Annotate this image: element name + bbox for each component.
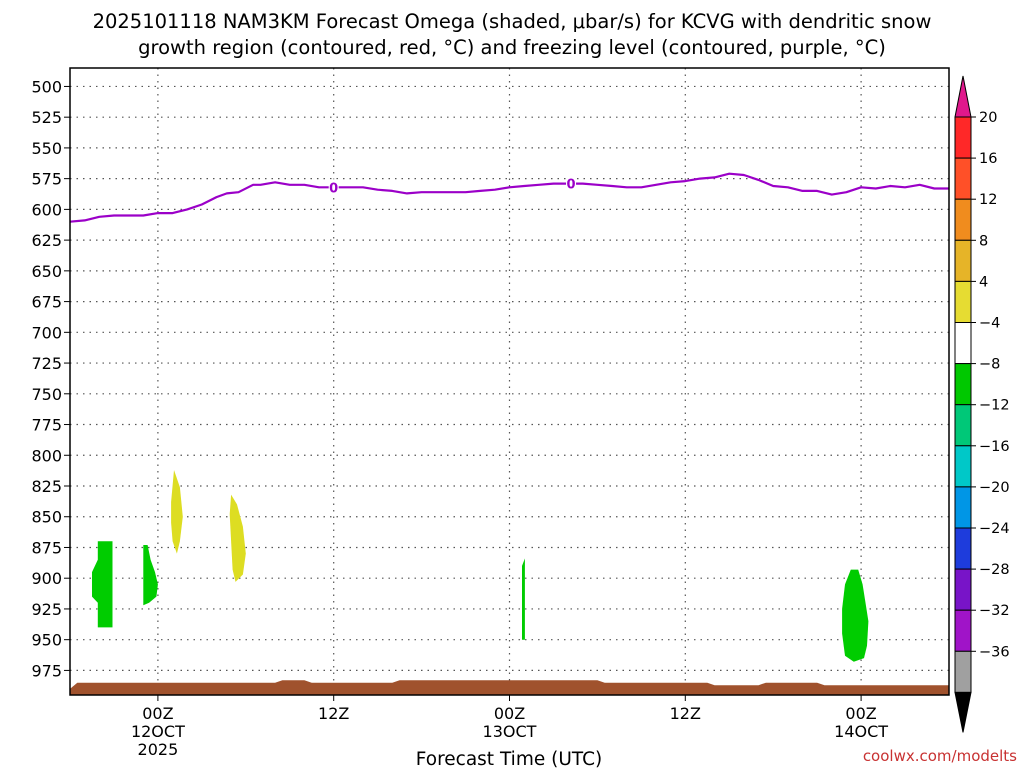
- x-axis-label: Forecast Time (UTC): [416, 749, 602, 768]
- yellow-blob-1: [171, 470, 183, 554]
- colorbar-top-triangle: [954, 75, 972, 118]
- colorbar-band: [954, 527, 972, 570]
- colorbar-label: 16: [979, 151, 997, 167]
- colorbar-label: 12: [979, 192, 997, 208]
- colorbar-band: [954, 239, 972, 282]
- omega-shading: [92, 470, 869, 662]
- colorbar-label: −16: [979, 439, 1010, 455]
- colorbar-label: −32: [979, 603, 1010, 619]
- credit-text: coolwx.com/modelts: [863, 747, 1017, 765]
- colorbar-band: [954, 322, 972, 365]
- terrain-fill: [70, 680, 949, 695]
- colorbar-label: 20: [979, 110, 997, 126]
- ground-layer: [70, 680, 949, 695]
- y-tick-label: 750: [31, 385, 62, 404]
- y-axis-ticks: 500 525 550 575 600 625 650 675 700 725 750 775 800 8…: [31, 77, 70, 680]
- y-tick-label: 725: [31, 354, 62, 373]
- colorbar-band: [954, 157, 972, 200]
- x-tick-date: 13OCT: [483, 722, 537, 741]
- freezing-level-label: 0: [329, 181, 338, 196]
- green-blob-1: [92, 541, 113, 628]
- colorbar-label: −20: [979, 480, 1010, 496]
- colorbar: 20 16 12 8 4 −4 −8 −12 −16 −20 −24 −28 −32 −36: [954, 75, 1010, 733]
- colorbar-bottom-triangle: [954, 691, 972, 733]
- y-tick-label: 600: [31, 200, 62, 219]
- y-tick-label: 650: [31, 262, 62, 281]
- gridlines: [70, 68, 949, 695]
- x-tick-label: 00Z: [494, 704, 525, 723]
- colorbar-band: [954, 363, 972, 406]
- colorbar-band: [954, 609, 972, 652]
- y-tick-label: 975: [31, 661, 62, 680]
- green-blob-3: [522, 558, 525, 640]
- colorbar-band: [954, 404, 972, 447]
- x-tick-label: 12Z: [318, 704, 349, 723]
- colorbar-band: [954, 116, 972, 159]
- y-tick-label: 800: [31, 446, 62, 465]
- freezing-level-line: [69, 172, 949, 223]
- x-tick-date: 12OCT: [131, 722, 185, 741]
- colorbar-label: 4: [979, 274, 988, 290]
- colorbar-label: −12: [979, 398, 1010, 414]
- yellow-blob-2: [229, 494, 246, 582]
- colorbar-band: [954, 568, 972, 611]
- chart-title-line1: 2025101118 NAM3KM Forecast Omega (shaded…: [93, 10, 932, 33]
- y-tick-label: 875: [31, 538, 62, 557]
- colorbar-label: −36: [979, 644, 1010, 660]
- y-tick-label: 575: [31, 170, 62, 189]
- y-tick-label: 825: [31, 477, 62, 496]
- x-tick-label: 00Z: [845, 704, 876, 723]
- colorbar-band: [954, 650, 972, 693]
- y-tick-label: 775: [31, 416, 62, 435]
- y-tick-label: 700: [31, 323, 62, 342]
- y-tick-label: 850: [31, 508, 62, 527]
- green-blob-4: [842, 569, 869, 662]
- colorbar-band: [954, 198, 972, 241]
- y-tick-label: 500: [31, 77, 62, 96]
- colorbar-band: [954, 280, 972, 323]
- x-tick-label: 00Z: [142, 704, 173, 723]
- colorbar-label: −28: [979, 562, 1010, 578]
- colorbar-label: −4: [979, 316, 1000, 332]
- y-tick-label: 925: [31, 600, 62, 619]
- y-tick-label: 675: [31, 293, 62, 312]
- colorbar-band: [954, 486, 972, 529]
- y-tick-label: 550: [31, 139, 62, 158]
- freezing-label-bg: [328, 179, 339, 196]
- freezing-level-label: 0: [567, 178, 576, 193]
- y-tick-label: 900: [31, 569, 62, 588]
- chart-title-line2: growth region (contoured, red, °C) and f…: [138, 36, 886, 59]
- colorbar-label: −24: [979, 521, 1010, 537]
- x-tick-year: 2025: [138, 740, 179, 759]
- x-tick-date: 14OCT: [834, 722, 888, 741]
- y-tick-label: 525: [31, 108, 62, 127]
- green-blob-2: [143, 545, 158, 606]
- colorbar-label: −8: [979, 357, 1000, 373]
- freezing-label-bg: [566, 175, 577, 192]
- colorbar-label: 8: [979, 233, 988, 249]
- y-tick-label: 950: [31, 631, 62, 650]
- x-tick-label: 12Z: [670, 704, 701, 723]
- y-tick-label: 625: [31, 231, 62, 250]
- colorbar-band: [954, 445, 972, 488]
